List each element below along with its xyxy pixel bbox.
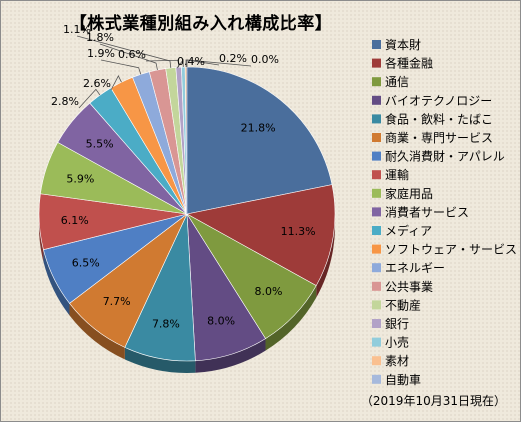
legend-swatch-2 xyxy=(372,77,381,87)
slice-depth-2 xyxy=(265,285,317,351)
legend-label-0: 資本財 xyxy=(385,37,421,52)
legend-label-1: 各種金融 xyxy=(385,56,433,71)
leader-line-12 xyxy=(100,59,142,75)
leader-line-18 xyxy=(186,59,252,67)
slice-depth-4 xyxy=(124,347,196,373)
slice-label-1: 11.3% xyxy=(281,225,316,238)
legend-label-9: 消費者サービス xyxy=(385,204,469,219)
legend-swatch-13 xyxy=(372,281,381,291)
slice-depth-5 xyxy=(69,303,125,360)
legend-label-16: 小売 xyxy=(385,335,409,350)
slice-label-2: 8.0% xyxy=(255,285,283,298)
slice-label-15: 0.6% xyxy=(118,48,146,61)
slice-label-5: 7.7% xyxy=(103,295,131,308)
pie-slices xyxy=(38,66,336,362)
legend-label-8: 家庭用品 xyxy=(385,186,433,201)
slice-label-17: 0.2% xyxy=(219,52,247,65)
legend-swatch-8 xyxy=(372,188,381,198)
legend-label-6: 耐久消費財・アパレル xyxy=(385,149,505,164)
slice-label-4: 7.8% xyxy=(152,318,180,331)
legend-swatch-10 xyxy=(372,226,381,235)
legend-swatch-15 xyxy=(372,319,381,328)
legend-swatch-16 xyxy=(372,337,381,347)
slice-label-12: 1.9% xyxy=(87,47,115,60)
legend-swatch-1 xyxy=(372,58,381,68)
leader-line-17 xyxy=(185,59,220,68)
legend-swatch-0 xyxy=(372,40,381,49)
slice-depth-7 xyxy=(39,193,44,262)
legend-swatch-7 xyxy=(372,170,381,180)
legend: 資本財各種金融通信バイオテクノロジー食品・飲料・たばこ商業・専門サービス耐久消費… xyxy=(372,37,517,387)
slice-label-18: 0.0% xyxy=(251,53,279,66)
legend-label-4: 食品・飲料・たばこ xyxy=(385,111,493,126)
legend-label-3: バイオテクノロジー xyxy=(385,94,492,108)
slice-1 xyxy=(186,184,336,287)
leader-line-15 xyxy=(145,59,180,68)
slice-label-3: 8.0% xyxy=(207,314,235,327)
slice-label-10: 2.8% xyxy=(51,95,79,108)
legend-swatch-18 xyxy=(372,374,381,384)
slice-label-13: 1.8% xyxy=(86,31,114,44)
slice-label-6: 6.5% xyxy=(72,257,100,270)
legend-label-17: 素材 xyxy=(385,354,409,368)
legend-swatch-5 xyxy=(372,133,381,142)
legend-label-10: メディア xyxy=(385,223,432,238)
leader-line-14 xyxy=(76,35,172,68)
legend-swatch-12 xyxy=(372,263,381,273)
legend-swatch-17 xyxy=(372,356,381,366)
legend-swatch-3 xyxy=(372,95,381,105)
legend-swatch-9 xyxy=(372,207,381,217)
legend-swatch-11 xyxy=(372,244,381,254)
legend-label-11: ソフトウェア・サービス xyxy=(385,243,517,257)
leader-line-11 xyxy=(110,75,122,91)
chart-title: 【株式業種別組み入れ構成比率】 xyxy=(69,14,333,34)
leader-line-16 xyxy=(176,58,184,69)
legend-swatch-14 xyxy=(372,300,381,310)
legend-swatch-4 xyxy=(372,114,381,124)
legend-label-7: 運輸 xyxy=(385,167,409,182)
legend-label-15: 銀行 xyxy=(385,317,409,331)
as-of-date-note: （2019年10月31日現在） xyxy=(360,394,506,408)
leader-lines xyxy=(76,35,252,109)
legend-label-14: 不動産 xyxy=(385,297,421,312)
legend-label-5: 商業・専門サービス xyxy=(385,130,493,145)
slice-label-14: 1.1% xyxy=(63,23,91,36)
slice-label-7: 6.1% xyxy=(61,214,89,227)
slice-label-11: 2.6% xyxy=(83,77,111,90)
slice-0 xyxy=(186,66,333,215)
slice-depth-6 xyxy=(43,249,70,316)
slice-depth-3 xyxy=(195,338,266,373)
slice-labels: 21.8% 11.3% 8.0% 8.0% 7.8% 7.7% 6.5% 6.1% 5.9% 5.… xyxy=(51,23,316,331)
leader-line-13 xyxy=(99,43,158,71)
slice-label-8: 5.9% xyxy=(66,172,94,185)
legend-label-12: エネルギー xyxy=(385,261,445,275)
legend-swatch-6 xyxy=(372,151,381,161)
slice-label-9: 5.5% xyxy=(86,138,114,151)
slice-label-16: 0.4% xyxy=(177,55,205,68)
leader-line-10 xyxy=(78,88,101,109)
legend-label-13: 公共事業 xyxy=(385,280,433,294)
legend-label-18: 自動車 xyxy=(385,373,421,387)
slice-label-0: 21.8% xyxy=(241,121,276,134)
legend-label-2: 通信 xyxy=(385,75,409,89)
